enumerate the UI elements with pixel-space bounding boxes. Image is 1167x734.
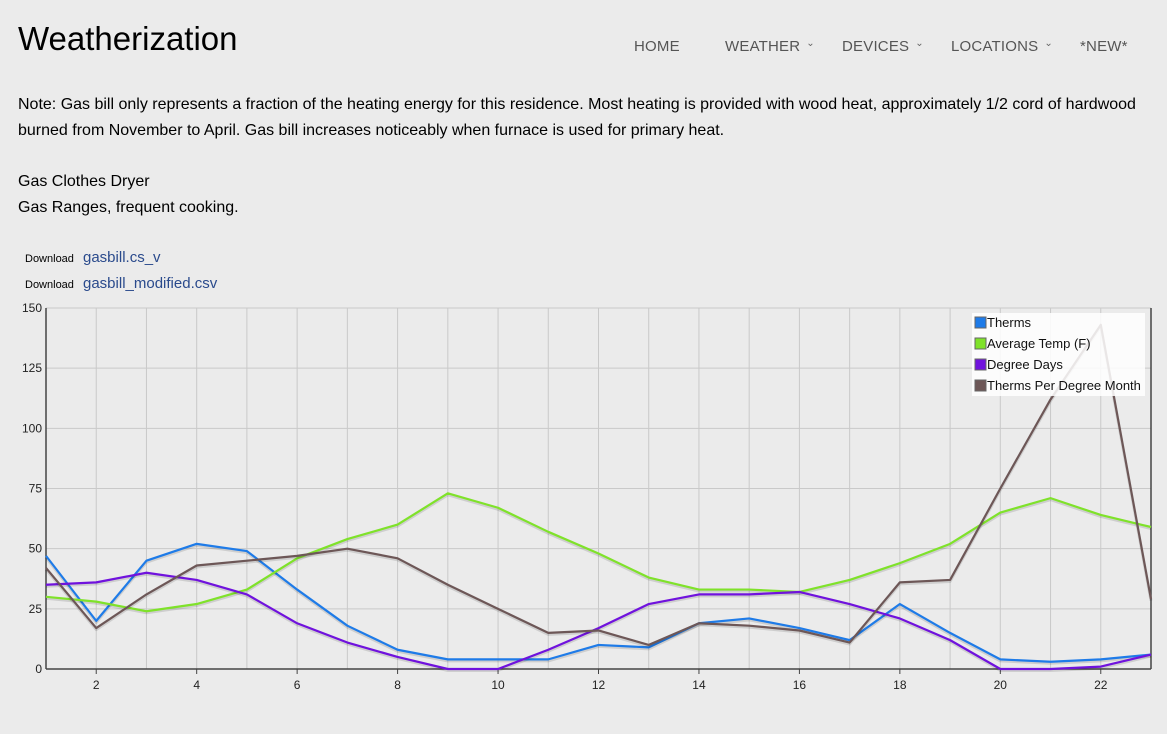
download-link-gasbill-modified[interactable]: gasbill_modified.csv: [83, 275, 218, 292]
nav-home[interactable]: HOME: [634, 38, 680, 55]
x-tick-label: 20: [994, 678, 1008, 692]
x-tick-label: 4: [193, 678, 200, 692]
legend-swatch: [974, 337, 987, 350]
series-line-therms: [45, 542, 1152, 663]
download-label: Download: [25, 279, 74, 291]
download-row: Download gasbill.cs_v: [25, 249, 161, 266]
appliance-list: Gas Clothes Dryer Gas Ranges, frequent c…: [18, 169, 239, 220]
nav-weather-label: WEATHER: [725, 38, 801, 55]
nav-devices[interactable]: DEVICES ⌄: [842, 38, 924, 55]
x-tick-label: 18: [893, 678, 907, 692]
series-line-shadow: [44, 543, 1152, 665]
main-nav: HOME WEATHER ⌄ DEVICES ⌄ LOCATIONS ⌄ *NE…: [0, 38, 1167, 60]
nav-devices-label: DEVICES: [842, 38, 910, 55]
nav-home-label: HOME: [634, 38, 680, 55]
appliance-item: Gas Ranges, frequent cooking.: [18, 198, 239, 216]
gas-usage-chart: 0 25 50 75 100 125 150 2 4 6 8 10 12 14 16 18 20 22 Therms…: [22, 301, 1153, 692]
chevron-down-icon: ⌄: [806, 38, 815, 49]
x-tick-label: 12: [592, 678, 606, 692]
legend-label: Therms Per Degree Month: [987, 378, 1141, 393]
legend-box: [972, 313, 1145, 396]
y-tick-label: 150: [22, 301, 42, 315]
legend-swatch: [974, 379, 987, 392]
x-tick-label: 16: [793, 678, 807, 692]
series-line-average-temp-f: [45, 492, 1152, 613]
y-tick-label: 50: [29, 542, 43, 556]
x-tick-label: 8: [394, 678, 401, 692]
nav-locations[interactable]: LOCATIONS ⌄: [951, 38, 1053, 55]
y-tick-label: 75: [29, 482, 43, 496]
download-link-gasbill[interactable]: gasbill.cs_v: [83, 249, 161, 266]
x-tick-label: 6: [294, 678, 301, 692]
chevron-down-icon: ⌄: [1044, 38, 1053, 49]
nav-weather[interactable]: WEATHER ⌄: [725, 38, 815, 55]
series-line-therms-per-degree-month: [45, 323, 1153, 647]
nav-locations-label: LOCATIONS: [951, 38, 1039, 55]
legend-swatch: [974, 316, 987, 329]
y-tick-label: 25: [29, 602, 43, 616]
legend-label: Therms: [987, 315, 1032, 330]
series-line-shadow: [45, 493, 1152, 615]
site-title[interactable]: Weatherization: [18, 20, 238, 57]
legend-label: Degree Days: [987, 357, 1063, 372]
chevron-down-icon: ⌄: [915, 38, 924, 49]
y-tick-label: 0: [35, 662, 42, 676]
y-tick-label: 100: [22, 421, 42, 435]
x-tick-label: 14: [692, 678, 706, 692]
nav-new[interactable]: *NEW*: [1080, 38, 1128, 55]
y-tick-label: 125: [22, 361, 42, 375]
x-tick-label: 2: [93, 678, 100, 692]
x-tick-label: 10: [491, 678, 505, 692]
download-label: Download: [25, 253, 74, 265]
x-tick-label: 22: [1094, 678, 1108, 692]
appliance-item: Gas Clothes Dryer: [18, 173, 150, 190]
gas-bill-note: Note: Gas bill only represents a fractio…: [18, 96, 1136, 139]
legend-label: Average Temp (F): [987, 336, 1091, 351]
legend-swatch: [974, 358, 987, 371]
download-row: Download gasbill_modified.csv: [25, 275, 217, 292]
series-line-degree-days: [45, 571, 1152, 671]
nav-new-label: *NEW*: [1080, 38, 1128, 55]
